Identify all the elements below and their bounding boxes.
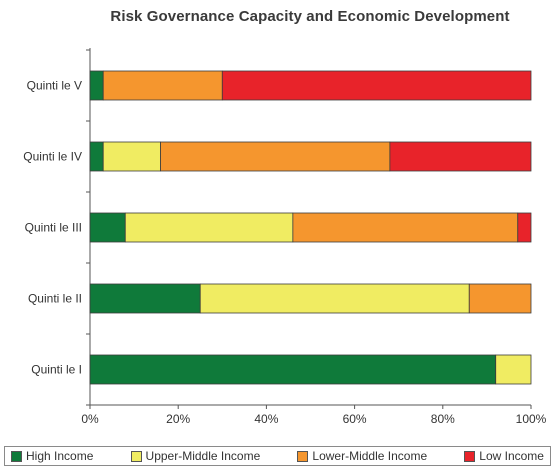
y-tick-label: Quinti le IV [23,150,82,164]
bar-segment [89,212,126,243]
x-tick-label: 0% [81,412,99,426]
bar-segment [102,141,161,172]
legend-label: Lower-Middle Income [312,449,428,463]
bar-segment [389,141,532,172]
legend-item: Lower-Middle Income [297,449,427,463]
x-tick-label: 100% [516,412,547,426]
x-tick-label: 20% [166,412,190,426]
bar-segment [89,283,201,314]
x-tick-label: 60% [343,412,367,426]
legend-label: High Income [26,449,94,463]
bar-segment [517,212,532,243]
bar-segment [468,283,532,314]
bar-segment [102,70,223,101]
bar-segment [292,212,519,243]
bar-segment [89,141,104,172]
legend-item: Low Income [464,449,544,463]
legend-label: Low Income [479,449,544,463]
legend-swatch [11,450,22,462]
chart-plot: 0% 20% 40% 60% 80% 100% Quinti le V Quinti le I… [23,48,547,426]
chart-title: Risk Governance Capacity and Economic De… [110,8,510,25]
y-tick-label: Quinti le II [28,292,82,306]
bar-segment [160,141,391,172]
chart-legend: High Income Upper-Middle Income Lower-Midd… [4,446,551,466]
y-tick-label: Quinti le III [25,221,82,235]
bar-segment [199,283,470,314]
bar-segment [89,70,104,101]
bar-segment [124,212,294,243]
bar-segment [221,70,532,101]
bar-segment [89,354,497,385]
y-tick-label: Quinti le I [31,363,82,377]
legend-swatch [297,450,309,462]
legend-swatch [464,450,476,462]
y-tick-label: Quinti le V [27,79,82,93]
legend-item: High Income [11,449,93,463]
bar-segment [495,354,532,385]
legend-label: Upper-Middle Income [145,449,261,463]
x-tick-label: 80% [431,412,455,426]
legend-item: Upper-Middle Income [130,449,261,463]
x-tick-label: 40% [254,412,278,426]
legend-swatch [130,450,142,462]
